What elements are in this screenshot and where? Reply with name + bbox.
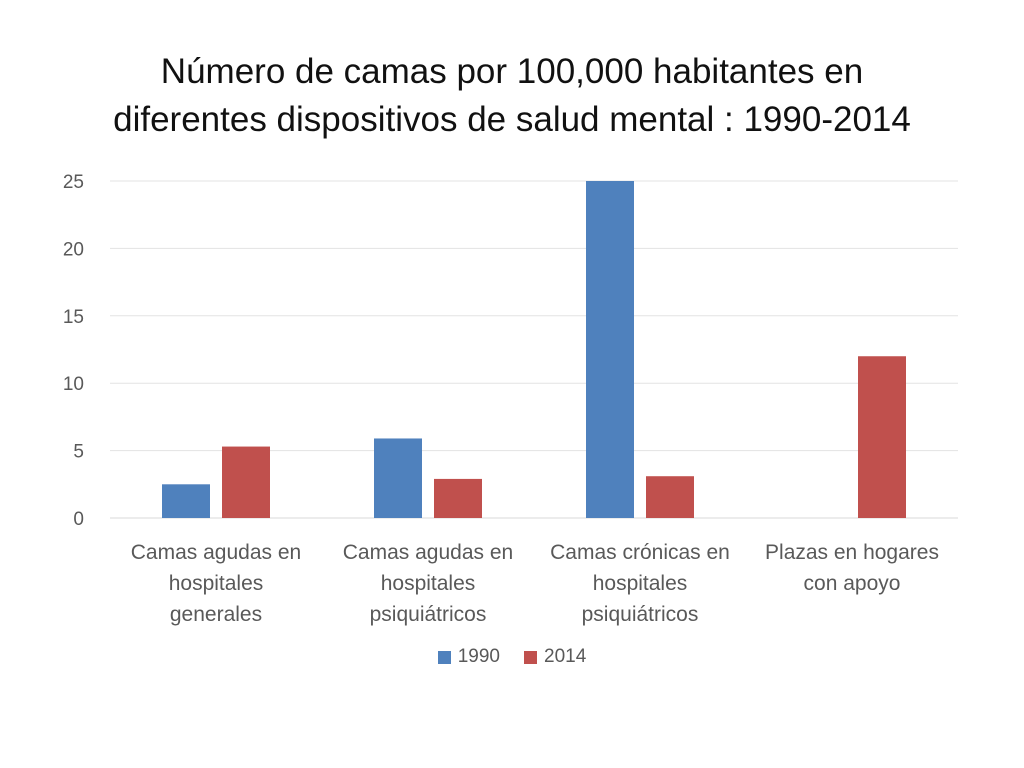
- legend-item-2014: 2014: [524, 646, 586, 668]
- y-tick-label-5: 5: [73, 442, 84, 463]
- bar-chart: 0 5 10 15 20 25 Camas agudas en hospitales gener…: [63, 172, 958, 626]
- chart-title-line-2: diferentes dispositivos de salud mental …: [113, 100, 911, 139]
- x-category-label-1-line-3: generales: [170, 603, 262, 626]
- x-category-label-1-line-1: Camas agudas en: [131, 541, 301, 564]
- x-category-label-3-line-2: hospitales: [593, 572, 688, 595]
- y-tick-label-15: 15: [63, 307, 84, 328]
- x-category-label-3-line-1: Camas crónicas en: [550, 541, 730, 564]
- bar-1990-cat-1: [162, 484, 210, 518]
- bar-2014-cat-4: [858, 356, 906, 518]
- x-category-label-3-line-3: psiquiátricos: [582, 603, 699, 626]
- x-category-label-1-line-2: hospitales: [169, 572, 264, 595]
- x-category-label-2-line-2: hospitales: [381, 572, 476, 595]
- chart-title-line-1: Número de camas por 100,000 habitantes e…: [160, 52, 864, 91]
- legend-item-1990: 1990: [437, 646, 500, 668]
- legend-label-2014: 2014: [544, 646, 587, 667]
- bar-2014-cat-3: [646, 476, 694, 518]
- x-category-label-4-line-1: Plazas en hogares: [765, 541, 939, 564]
- chart-legend: 1990 2014: [0, 646, 1024, 668]
- x-category-label-4-line-2: con apoyo: [804, 572, 901, 595]
- bar-2014-cat-2: [434, 478, 482, 518]
- y-tick-label-0: 0: [73, 509, 84, 530]
- legend-swatch-1990: [437, 650, 451, 664]
- bar-1990-cat-2: [374, 438, 422, 518]
- legend-swatch-2014: [524, 650, 537, 664]
- x-category-label-2-line-3: psiquiátricos: [370, 603, 487, 626]
- legend-label-1990: 1990: [457, 646, 500, 667]
- x-category-label-2-line-1: Camas agudas en: [343, 541, 513, 564]
- chart-title: Número de camas por 100,000 habitantes e…: [0, 48, 1024, 144]
- bar-2014-cat-1: [222, 446, 270, 518]
- y-tick-label-10: 10: [63, 374, 84, 395]
- y-tick-label-25: 25: [63, 172, 84, 193]
- bar-1990-cat-3: [586, 181, 634, 518]
- y-tick-label-20: 20: [63, 239, 84, 260]
